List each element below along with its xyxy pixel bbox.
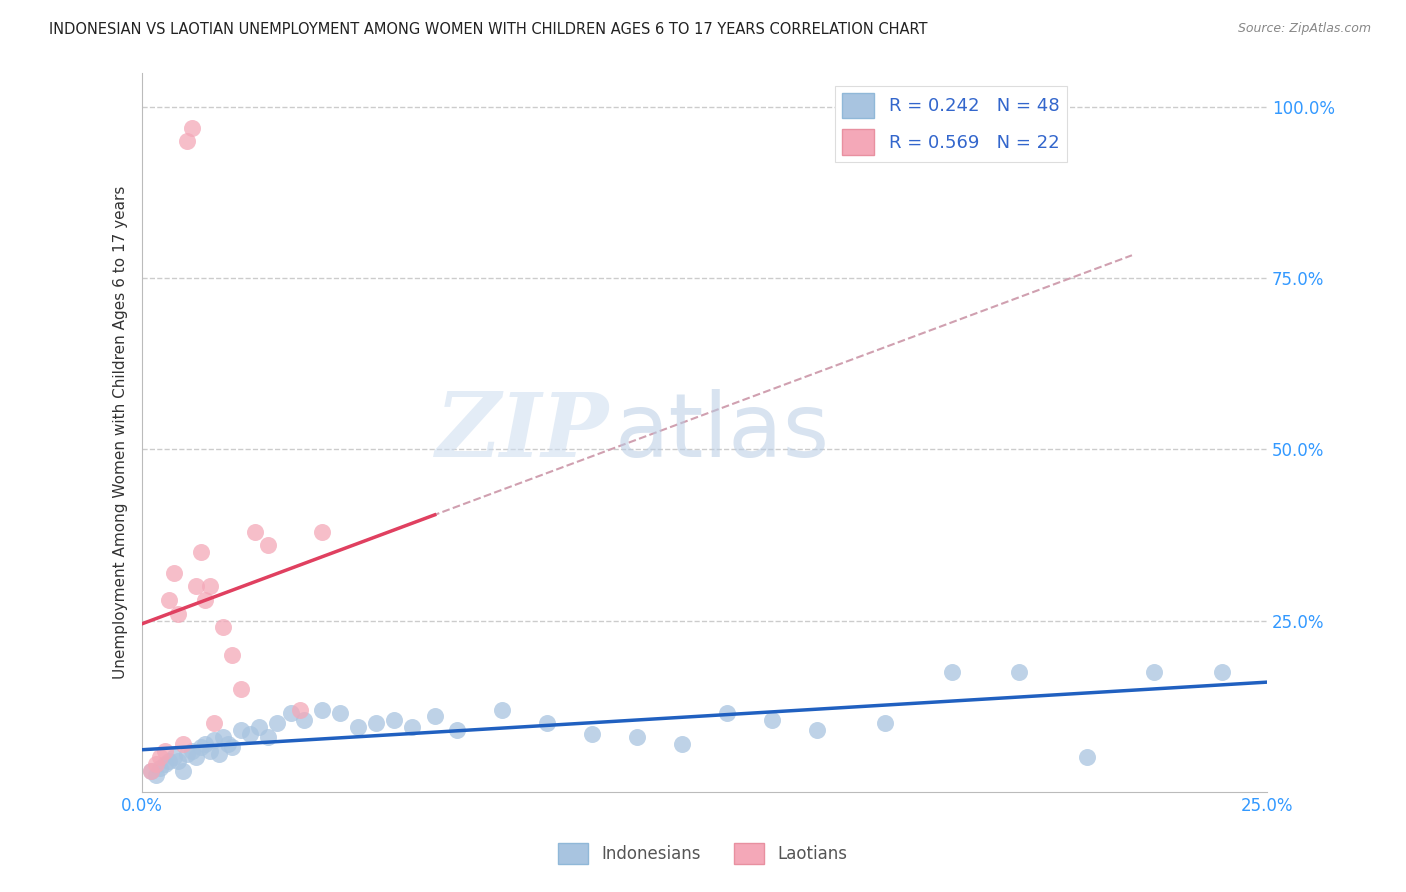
Point [167,754,190,768]
Point [243,524,266,539]
Point [581,726,603,740]
Point [212,620,235,634]
Point [149,761,172,775]
Point [401,720,423,734]
Point [280,706,302,720]
Point [423,709,446,723]
Point [941,665,963,679]
Point [382,713,405,727]
Point [806,723,828,737]
Point [217,737,239,751]
Point [172,737,194,751]
Point [176,135,198,149]
Point [194,593,217,607]
Point [536,716,558,731]
Point [141,764,163,779]
Point [873,716,896,731]
Point [190,545,212,559]
Point [257,730,280,744]
Point [157,754,180,768]
Point [145,757,167,772]
Text: INDONESIAN VS LAOTIAN UNEMPLOYMENT AMONG WOMEN WITH CHILDREN AGES 6 TO 17 YEARS : INDONESIAN VS LAOTIAN UNEMPLOYMENT AMONG… [49,22,928,37]
Point [491,702,513,716]
Legend: R = 0.242   N = 48, R = 0.569   N = 22: R = 0.242 N = 48, R = 0.569 N = 22 [835,86,1067,162]
Legend: Indonesians, Laotians: Indonesians, Laotians [551,837,855,871]
Point [446,723,468,737]
Point [190,740,212,755]
Point [329,706,352,720]
Text: Source: ZipAtlas.com: Source: ZipAtlas.com [1237,22,1371,36]
Point [176,747,198,761]
Point [257,538,280,552]
Point [231,681,253,696]
Point [761,713,783,727]
Point [180,744,202,758]
Point [212,730,235,744]
Text: atlas: atlas [614,389,830,475]
Text: ZIP: ZIP [436,389,609,475]
Point [221,740,243,755]
Point [239,726,262,740]
Point [149,750,172,764]
Point [153,744,176,758]
Point [292,713,315,727]
Point [1008,665,1031,679]
Point [198,579,221,593]
Point [1211,665,1233,679]
Point [626,730,648,744]
Point [172,764,194,779]
Point [202,733,225,747]
Point [266,716,288,731]
Point [163,566,186,580]
Point [157,593,180,607]
Y-axis label: Unemployment Among Women with Children Ages 6 to 17 years: Unemployment Among Women with Children A… [114,186,128,679]
Point [202,716,225,731]
Point [153,757,176,772]
Point [716,706,738,720]
Point [167,607,190,621]
Point [221,648,243,662]
Point [288,702,311,716]
Point [366,716,388,731]
Point [194,737,217,751]
Point [347,720,370,734]
Point [141,764,163,779]
Point [145,767,167,781]
Point [671,737,693,751]
Point [311,702,333,716]
Point [208,747,231,761]
Point [1076,750,1098,764]
Point [163,750,186,764]
Point [247,720,270,734]
Point [1143,665,1166,679]
Point [198,744,221,758]
Point [311,524,333,539]
Point [186,579,208,593]
Point [180,120,202,135]
Point [186,750,208,764]
Point [231,723,253,737]
